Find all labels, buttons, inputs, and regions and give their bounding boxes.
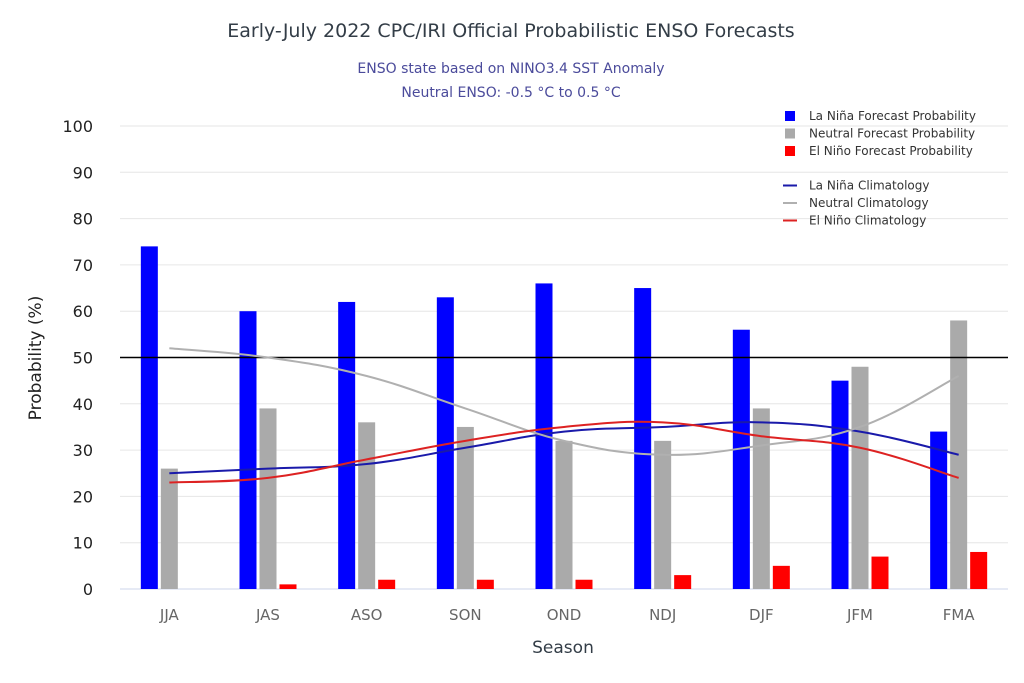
bar-la-ni-a-forecast-probability-jfm	[831, 380, 849, 589]
bar-el-ni-o-forecast-probability-ond	[575, 579, 593, 589]
bar-el-ni-o-forecast-probability-ndj	[674, 575, 692, 589]
x-tick-label: SON	[449, 606, 482, 624]
y-tick-label: 50	[73, 349, 93, 368]
y-tick-label: 90	[73, 163, 93, 182]
legend-item: La Niña Forecast Probability	[785, 109, 976, 123]
x-axis-title: Season	[532, 638, 594, 658]
bar-neutral-forecast-probability-son	[456, 426, 474, 589]
y-axis-title: Probability (%)	[26, 296, 46, 421]
bar-la-ni-a-forecast-probability-djf	[732, 329, 750, 589]
y-tick-label: 20	[73, 487, 93, 506]
legend-swatch	[785, 146, 795, 156]
x-tick-label: NDJ	[649, 606, 676, 624]
bar-el-ni-o-forecast-probability-jfm	[871, 556, 889, 589]
bar-neutral-forecast-probability-jas	[259, 408, 277, 589]
bar-el-ni-o-forecast-probability-aso	[378, 579, 396, 589]
legend-swatch	[785, 128, 795, 139]
legend-label: El Niño Forecast Probability	[809, 144, 973, 158]
y-tick-label: 70	[73, 256, 93, 275]
line-la-ni-a-climatology	[169, 421, 959, 475]
legend-label: Neutral Forecast Probability	[809, 127, 975, 141]
bar-la-ni-a-forecast-probability-ndj	[634, 288, 652, 589]
legend-item: La Niña Climatology	[783, 179, 929, 193]
chart-title: Early-July 2022 CPC/IRI Official Probabi…	[227, 20, 794, 42]
bar-la-ni-a-forecast-probability-fma	[930, 431, 948, 589]
x-axis-ticks: JJA JAS ASO SON OND NDJ DJF JFM FMA	[159, 606, 975, 624]
y-tick-label: 80	[73, 210, 93, 229]
bar-la-ni-a-forecast-probability-jas	[239, 311, 257, 589]
chart-subtitle-line-2: Neutral ENSO: -0.5 °C to 0.5 °C	[401, 85, 620, 101]
bar-neutral-forecast-probability-jja	[160, 468, 178, 589]
x-tick-label: ASO	[351, 606, 383, 624]
y-tick-label: 30	[73, 441, 93, 460]
bar-neutral-forecast-probability-djf	[752, 408, 770, 589]
bar-la-ni-a-forecast-probability-aso	[338, 301, 356, 589]
line-el-ni-o-climatology	[169, 420, 959, 484]
x-tick-label: OND	[547, 606, 582, 624]
bar-la-ni-a-forecast-probability-son	[436, 297, 454, 589]
chart-subtitle-line-1: ENSO state based on NINO3.4 SST Anomaly	[357, 61, 664, 77]
legend-swatch	[785, 111, 795, 121]
bar-neutral-forecast-probability-ond	[555, 440, 573, 589]
legend-item: El Niño Forecast Probability	[785, 144, 973, 158]
y-tick-label: 100	[62, 117, 93, 136]
legend: La Niña Forecast Probability Neutral Fore…	[783, 109, 976, 228]
bar-el-ni-o-forecast-probability-djf	[772, 565, 790, 589]
x-tick-label: FMA	[943, 606, 976, 624]
bar-la-ni-a-forecast-probability-jja	[140, 246, 158, 589]
bar-neutral-forecast-probability-aso	[358, 422, 376, 589]
legend-item: Neutral Climatology	[783, 196, 929, 210]
legend-item: El Niño Climatology	[783, 214, 926, 228]
x-tick-label: JAS	[255, 606, 280, 624]
bar-neutral-forecast-probability-jfm	[851, 366, 869, 589]
x-tick-label: JJA	[159, 606, 180, 624]
legend-label: Neutral Climatology	[809, 196, 929, 210]
bar-el-ni-o-forecast-probability-fma	[970, 551, 988, 589]
y-axis-ticks: 0 10 20 30 40 50 60 70 80 90 100	[62, 117, 93, 599]
line-neutral-climatology	[169, 347, 960, 456]
legend-label: La Niña Forecast Probability	[809, 109, 976, 123]
x-tick-label: JFM	[846, 606, 873, 624]
legend-label: La Niña Climatology	[809, 179, 929, 193]
bar-neutral-forecast-probability-ndj	[654, 440, 672, 589]
legend-label: El Niño Climatology	[809, 214, 926, 228]
bar-series	[140, 246, 988, 589]
y-tick-label: 60	[73, 302, 93, 321]
y-tick-label: 10	[73, 534, 93, 553]
climatology-lines	[169, 347, 960, 484]
bar-el-ni-o-forecast-probability-jas	[279, 584, 297, 589]
y-tick-label: 40	[73, 395, 93, 414]
y-tick-label: 0	[83, 580, 93, 599]
legend-item: Neutral Forecast Probability	[785, 127, 975, 141]
x-tick-label: DJF	[749, 606, 774, 624]
bar-el-ni-o-forecast-probability-son	[476, 579, 494, 589]
